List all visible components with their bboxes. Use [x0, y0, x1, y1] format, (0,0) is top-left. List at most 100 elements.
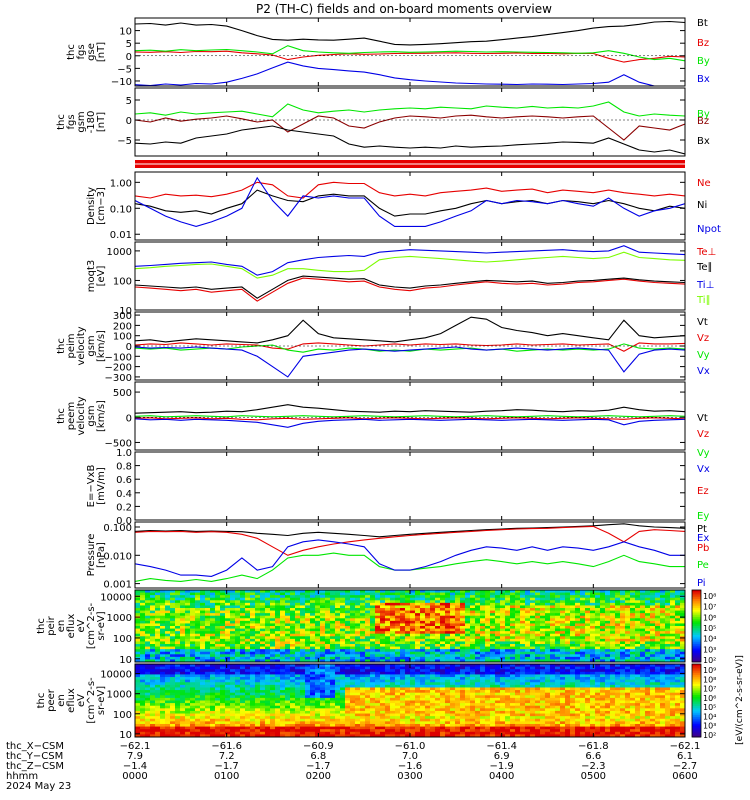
y-axis-label-line: [nT] — [96, 42, 107, 62]
legend-entry: Bt — [697, 18, 708, 29]
panel-frame — [134, 171, 686, 241]
y-tick-label: −200 — [105, 363, 132, 374]
series-line-Pb — [135, 525, 685, 556]
x-tick-label: 7.0 — [402, 751, 418, 762]
panel-4: moqt3 [eV] Te⊥ Te∥ Ti⊥ Ti∥ 1000 100 10 — [86, 241, 716, 317]
y-axis-label-line: peem — [66, 402, 77, 430]
y-axis-label-line: gsm — [86, 335, 97, 356]
y-axis-label-line: thc — [56, 338, 67, 354]
legend-entry: Pe — [697, 560, 709, 571]
colorbar-tick-label: 10² — [703, 656, 716, 665]
y-tick-label: 0 — [126, 413, 132, 424]
y-axis-label-line: peim — [66, 333, 77, 358]
colorbar-tick-label: 10⁵ — [703, 703, 716, 712]
colorbar-tick-label: 10⁴ — [703, 635, 716, 644]
panel-frame — [134, 241, 686, 311]
series-line-Ni — [135, 189, 685, 217]
y-tick-label: 0 — [126, 52, 132, 63]
y-tick-label: 0.001 — [103, 580, 132, 591]
y-axis-label-line: gsm — [76, 111, 87, 132]
series-line-Pi — [135, 539, 685, 577]
legend-entry: Ti⊥ — [696, 280, 714, 291]
y-axis-label-line: eV — [76, 619, 87, 632]
y-axis-label-line: [km/s] — [96, 330, 107, 362]
y-tick-label: 10 — [119, 655, 132, 666]
colorbar-caption: [eV/(cm^2-s-sr-eV)] — [735, 655, 745, 745]
y-axis-label-line: eV — [76, 694, 87, 707]
x-tick-label: −62.1 — [120, 741, 151, 752]
y-axis-label-line: E=−VxB — [86, 465, 97, 508]
colorbar-tick-label: 10⁶ — [703, 694, 716, 703]
x-tick-label: 0100 — [214, 771, 239, 782]
legend-entry: Npot — [697, 224, 721, 235]
spectrogram — [135, 590, 685, 662]
y-tick-label: 0.010 — [103, 551, 132, 562]
y-axis-label-line: eflux — [66, 688, 77, 713]
legend-entry: Bx — [697, 136, 710, 147]
x-tick-label: 7.9 — [127, 751, 143, 762]
legend-entry: Ni — [697, 200, 707, 211]
y-axis-label-line: velocity — [76, 396, 87, 435]
series-line-Bz — [135, 50, 685, 63]
y-tick-label: 0.2 — [116, 502, 132, 513]
legend-entry: Vx — [697, 366, 710, 377]
legend-entry: Te∥ — [696, 262, 713, 273]
y-tick-label: −5 — [117, 136, 132, 147]
x-tick-label: −1.7 — [306, 761, 330, 772]
x-tick-label: 6.1 — [677, 751, 693, 762]
panel-6: thc peem velocity gsm [km/s] Vt Vz Vy Vx 500 0 −500 — [56, 381, 710, 475]
series-line-Te∥ — [135, 275, 685, 299]
legend-entry: Ti∥ — [696, 295, 711, 306]
colorbar-tick-label: 10⁷ — [703, 603, 716, 612]
series-line-Ti∥ — [135, 251, 685, 279]
y-axis-label-line: [cm^2-s- — [86, 602, 97, 649]
series-line-Vt — [135, 404, 685, 414]
series-line-Vy — [135, 415, 685, 418]
series-line-By — [135, 101, 685, 118]
panel-5: thc peim velocity gsm [km/s] Vt Vz Vy Vx 30020010… — [56, 311, 710, 384]
colorbar-tick-label: 10⁸ — [703, 675, 716, 684]
x-tick-label: −2.7 — [673, 761, 697, 772]
y-tick-label: −300 — [105, 373, 132, 384]
series-line-Ne — [135, 181, 685, 199]
y-axis-label-line: [eV] — [96, 266, 107, 287]
legend-entry: Bz — [697, 38, 709, 49]
x-tick-label: −61.6 — [211, 741, 242, 752]
y-axis-label-line: [mV/m] — [96, 467, 107, 505]
series-line-Pe — [135, 552, 685, 582]
y-tick-label: 300 — [113, 311, 132, 322]
y-tick-label: −100 — [105, 352, 132, 363]
x-tick-label: −1.9 — [490, 761, 514, 772]
x-tick-label: 6.6 — [585, 751, 601, 762]
figure-title: P2 (TH-C) fields and on-board moments ov… — [256, 2, 552, 16]
legend-entry: Pt — [697, 524, 707, 535]
y-axis-label-line: thc — [36, 693, 47, 709]
y-axis-label-line: [nPa] — [96, 542, 107, 568]
y-tick-label: 10000 — [100, 592, 132, 603]
x-tick-label: −1.4 — [123, 761, 147, 772]
x-axis-row-label: 2024 May 23 — [6, 781, 71, 792]
y-tick-label: 100 — [113, 276, 132, 287]
legend-entry: By — [697, 56, 710, 67]
y-axis-label-line: Pressure — [86, 534, 97, 577]
y-tick-label: 0.0 — [116, 516, 132, 527]
x-tick-label: 6.8 — [310, 751, 326, 762]
series-line-Vz — [135, 417, 685, 421]
y-tick-label: 100 — [113, 634, 132, 645]
y-tick-label: 500 — [113, 388, 132, 399]
legend-entry: Ex — [697, 533, 709, 544]
panel-1: thc fgs gse [nT] Bt Bz By Bx 105 0−5 −10 — [66, 17, 710, 88]
y-axis-label-line: thc — [56, 408, 67, 424]
series-line-Bx — [135, 125, 685, 155]
colorbar-tick-label: 10³ — [703, 722, 716, 731]
y-axis-label-line: peer — [46, 688, 57, 712]
y-tick-label: 0.01 — [110, 230, 132, 241]
legend-entry: Pi — [697, 578, 706, 589]
y-axis-label-line: Density — [86, 187, 97, 225]
series-line-Vt — [135, 316, 685, 344]
x-tick-label: 0000 — [122, 771, 147, 782]
legend-entry: Ez — [697, 486, 709, 497]
series-line-Ti⊥ — [135, 245, 685, 276]
mode-strip — [135, 160, 685, 168]
x-tick-label: 0200 — [306, 771, 331, 782]
